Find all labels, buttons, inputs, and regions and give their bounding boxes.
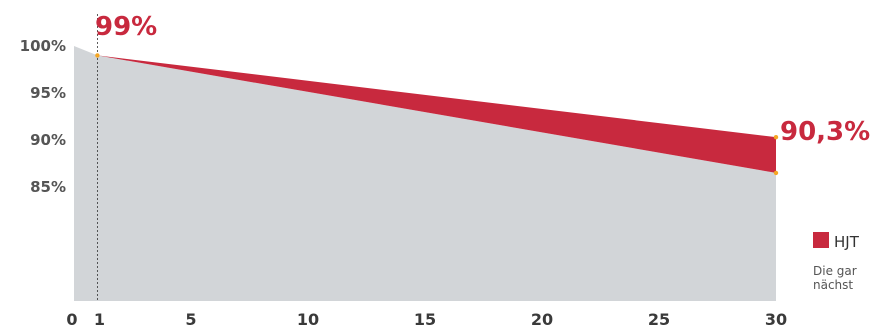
x-tick-label: 30: [765, 310, 787, 329]
y-axis-ticks: 100% 95% 90% 85%: [20, 37, 66, 196]
x-tick-label: 5: [185, 310, 196, 329]
y-tick-label: 90%: [30, 131, 66, 149]
x-tick-label: 15: [414, 310, 436, 329]
series-areas: [74, 46, 776, 301]
point-markers: [95, 53, 779, 176]
y-tick-label: 85%: [30, 178, 66, 196]
value-callouts: 99% 90,3%: [95, 12, 870, 147]
x-tick-label: 20: [531, 310, 553, 329]
callout-year-1: 99%: [95, 12, 157, 42]
marker-year-1: [95, 53, 100, 58]
marker-hjt-end: [773, 134, 779, 140]
area-baseline-series: [74, 46, 776, 301]
marker-baseline-end: [773, 170, 779, 176]
legend-note-line2: nächst: [813, 278, 853, 292]
y-tick-label: 100%: [20, 37, 66, 55]
area-hjt-band: [74, 46, 776, 173]
x-tick-label: 1: [94, 310, 105, 329]
x-tick-label: 25: [648, 310, 670, 329]
y-tick-label: 95%: [30, 84, 66, 102]
legend: HJT Die gar nächst: [813, 232, 860, 292]
x-tick-label: 0: [66, 310, 77, 329]
legend-swatch-hjt: [813, 232, 829, 248]
x-axis-ticks: 0 1 5 10 15 20 25 30: [66, 310, 787, 329]
x-tick-label: 10: [297, 310, 319, 329]
callout-year-30: 90,3%: [780, 117, 870, 147]
legend-label-hjt: HJT: [834, 233, 860, 251]
legend-note-line1: Die gar: [813, 264, 857, 278]
